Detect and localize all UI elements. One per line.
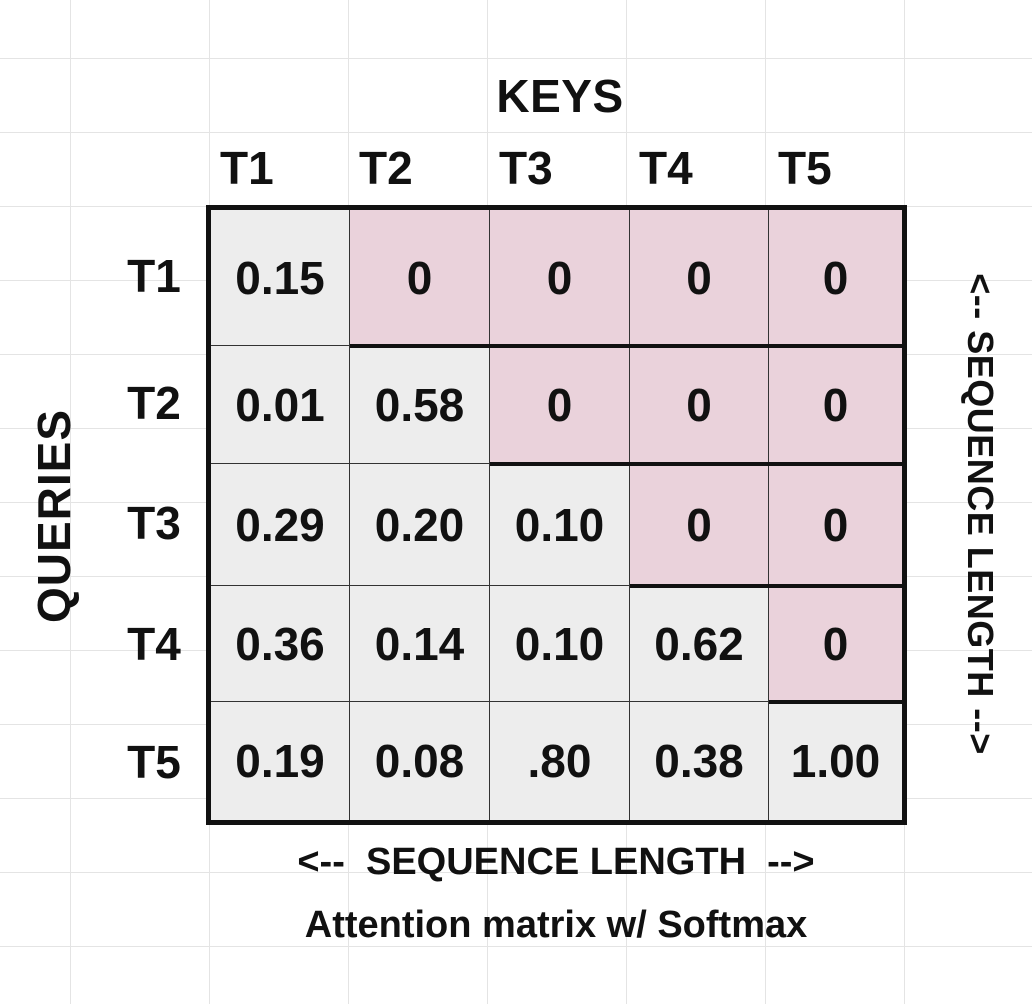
column-header-t3: T3 (499, 142, 553, 194)
keys-axis-label: KEYS (496, 70, 624, 122)
matrix-cell-r3-c3: 0.10 (490, 464, 630, 586)
row-header-t1: T1 (127, 250, 181, 302)
matrix-cell-r4-c5: 0 (769, 586, 902, 702)
matrix-cell-r1-c5: 0 (769, 210, 902, 346)
sequence-length-horizontal-label: <-- SEQUENCE LENGTH --> (297, 841, 815, 883)
matrix-caption: Attention matrix w/ Softmax (304, 904, 808, 946)
matrix-cell-r2-c1: 0.01 (211, 346, 350, 464)
matrix-cell-r3-c5: 0 (769, 464, 902, 586)
mask-boundary-row-4 (769, 700, 902, 704)
matrix-cell-r5-c5: 1.00 (769, 702, 902, 820)
column-header-t5: T5 (778, 142, 832, 194)
mask-boundary-row-1 (350, 344, 902, 348)
matrix-cell-r4-c4: 0.62 (630, 586, 769, 702)
row-header-t3: T3 (127, 497, 181, 549)
matrix-cell-r1-c2: 0 (350, 210, 490, 346)
mask-boundary-row-2 (490, 462, 902, 466)
matrix-cell-r5-c1: 0.19 (211, 702, 350, 820)
matrix-cell-r2-c4: 0 (630, 346, 769, 464)
matrix-cell-r2-c3: 0 (490, 346, 630, 464)
row-header-t2: T2 (127, 377, 181, 429)
matrix-cell-r4-c1: 0.36 (211, 586, 350, 702)
matrix-cell-r3-c4: 0 (630, 464, 769, 586)
column-header-t2: T2 (359, 142, 413, 194)
matrix-cell-r2-c2: 0.58 (350, 346, 490, 464)
column-header-t1: T1 (220, 142, 274, 194)
sequence-length-vertical-text: <-- SEQUENCE LENGTH --> (960, 273, 1001, 755)
row-header-t4: T4 (127, 618, 181, 670)
matrix-cell-r5-c2: 0.08 (350, 702, 490, 820)
column-header-t4: T4 (639, 142, 693, 194)
attention-matrix: 0.15 0 0 0 0 0.01 0.58 0 0 0 0.29 0.20 0.10 0 0 0.36 0.1… (206, 205, 907, 825)
matrix-cell-r5-c4: 0.38 (630, 702, 769, 820)
row-header-t5: T5 (127, 736, 181, 788)
matrix-cell-r3-c2: 0.20 (350, 464, 490, 586)
mask-boundary-row-3 (630, 584, 902, 588)
matrix-cell-r5-c3: .80 (490, 702, 630, 820)
matrix-cell-r1-c4: 0 (630, 210, 769, 346)
matrix-cell-r3-c1: 0.29 (211, 464, 350, 586)
matrix-cell-r2-c5: 0 (769, 346, 902, 464)
matrix-cell-r4-c3: 0.10 (490, 586, 630, 702)
matrix-cell-r1-c1: 0.15 (211, 210, 350, 346)
matrix-cell-r1-c3: 0 (490, 210, 630, 346)
queries-axis-text: QUERIES (28, 408, 80, 624)
matrix-cell-r4-c2: 0.14 (350, 586, 490, 702)
